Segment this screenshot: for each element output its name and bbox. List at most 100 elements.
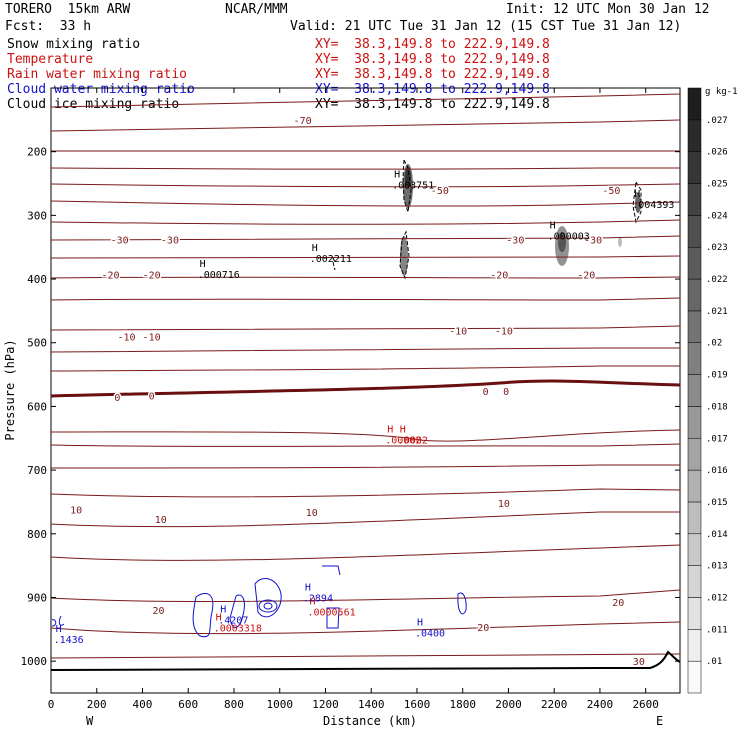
temperature-label: 20 [152,606,164,617]
temperature-label: 0 [114,393,120,404]
temperature-label: 20 [612,598,624,609]
temperature-label: 0 [149,392,155,403]
maximum-marker: H [387,424,393,435]
legend-label-cloud-water: Cloud water mixing ratio [7,82,195,97]
maximum-value: .2894 [303,593,333,604]
maximum-value: .4207 [218,616,248,627]
colorbar-unit: g kg-1 [705,87,738,97]
temperature-label: -10 [117,332,135,343]
x-tick-label: 1600 [404,698,431,711]
colorbar-swatch [687,215,702,248]
colorbar-swatch [687,151,702,184]
colorbar-tick-label: .017 [706,434,728,444]
temperature-label: -20 [490,271,508,282]
temperature-label: 0 [503,387,509,398]
colorbar-tick-label: .019 [706,371,728,381]
legend-xy-snow: XY= 38.3,149.8 to 222.9,149.8 [315,37,550,52]
temperature-label: -20 [143,271,161,282]
legend-label-rain: Rain water mixing ratio [7,67,188,82]
colorbar-swatch [687,660,702,694]
model-title: TORERO 15km ARW [5,2,131,17]
y-tick-label: 300 [27,209,47,222]
x-tick-label: 1000 [266,698,293,711]
snow-contours [332,158,642,280]
maximum-marker: H [216,612,222,623]
maximum-marker: H [634,189,640,200]
temperature-label: -30 [506,236,524,247]
y-tick-label: 400 [27,273,47,286]
temperature-label: 10 [155,515,167,526]
maximum-marker: H [220,605,226,616]
colorbar-tick-label: .018 [706,402,728,412]
maximum-value: .1436 [54,635,84,646]
temperature-label: -10 [495,327,513,338]
maximum-value: .000003 [548,232,590,243]
temperature-label: 10 [70,506,82,517]
colorbar-tick-label: .024 [706,211,728,221]
center-title: NCAR/MMM [225,2,288,17]
colorbar-tick-label: .027 [706,116,728,126]
legend-xy-temperature: XY= 38.3,149.8 to 222.9,149.8 [315,52,550,67]
colorbar-swatch [687,469,702,503]
x-tick-label: 1200 [312,698,339,711]
maximum-marker: H [312,243,318,254]
maximum-value: .0000561 [307,607,355,618]
maximum-marker: H [200,259,206,270]
maximum-value: .003751 [392,181,434,192]
maximum-marker: H [400,424,406,435]
x-tick-label: 800 [224,698,244,711]
colorbar-tick-label: .01 [706,657,722,667]
colorbar-tick-label: .015 [706,498,728,508]
maximum-marker: H [550,221,556,232]
terrain-line [50,650,681,671]
temperature-label: 0 [483,387,489,398]
x-tick-label: 2600 [632,698,659,711]
maximum-value: .0003318 [214,623,262,634]
legend-label-temperature: Temperature [7,52,94,67]
y-tick-label: 600 [27,400,47,413]
y-tick-label: 700 [27,464,47,477]
colorbar-tick-label: .011 [706,625,728,635]
temperature-label: -30 [161,236,179,247]
maximum-marker: H [305,582,311,593]
temperature-label: -20 [577,271,595,282]
colorbar-tick-label: .013 [706,562,728,572]
x-tick-label: 600 [178,698,198,711]
colorbar-swatch [687,406,702,439]
x-axis: 0 200 400 600 800 1000 1200 1400 1600 1800 2000 220… [48,88,659,711]
x-tick-label: 1800 [449,698,476,711]
colorbar-swatch [687,629,702,662]
temperature-label: 10 [498,499,510,510]
x-tick-label: 1400 [358,698,385,711]
y-tick-label: 900 [27,591,47,604]
zero-isotherm [50,379,681,398]
maximum-value: .004393 [632,200,674,211]
maximum-marker: H [56,624,62,635]
x-axis-label: Distance (km) [323,714,417,728]
colorbar-tick-label: .026 [706,148,728,158]
y-tick-label: 1000 [21,655,48,668]
colorbar-tick-label: .022 [706,275,728,285]
maximum-value: .0002 [398,435,428,446]
maximum-value: .000716 [198,270,240,281]
colorbar-swatch [687,310,702,343]
forecast-hour: Fcst: 33 h [5,19,92,34]
colorbar-swatch [687,597,702,630]
colorbar-swatch [687,438,702,471]
colorbar-tick-label: .016 [706,466,728,476]
colorbar-swatch [687,374,702,407]
x-tick-label: 200 [87,698,107,711]
temperature-label: -70 [294,116,312,127]
temperature-label: -30 [584,236,602,247]
temperature-label: 20 [477,623,489,634]
y-axis-label: Pressure (hPa) [3,339,17,440]
temperature-label: -10 [449,327,467,338]
temperature-label: -10 [143,332,161,343]
y-tick-label: 500 [27,337,47,350]
x-tick-label: 2400 [587,698,614,711]
colorbar-swatch [687,246,702,280]
y-tick-label: 800 [27,528,47,541]
temperature-label: -50 [602,186,620,197]
x-tick-label: 2000 [495,698,522,711]
